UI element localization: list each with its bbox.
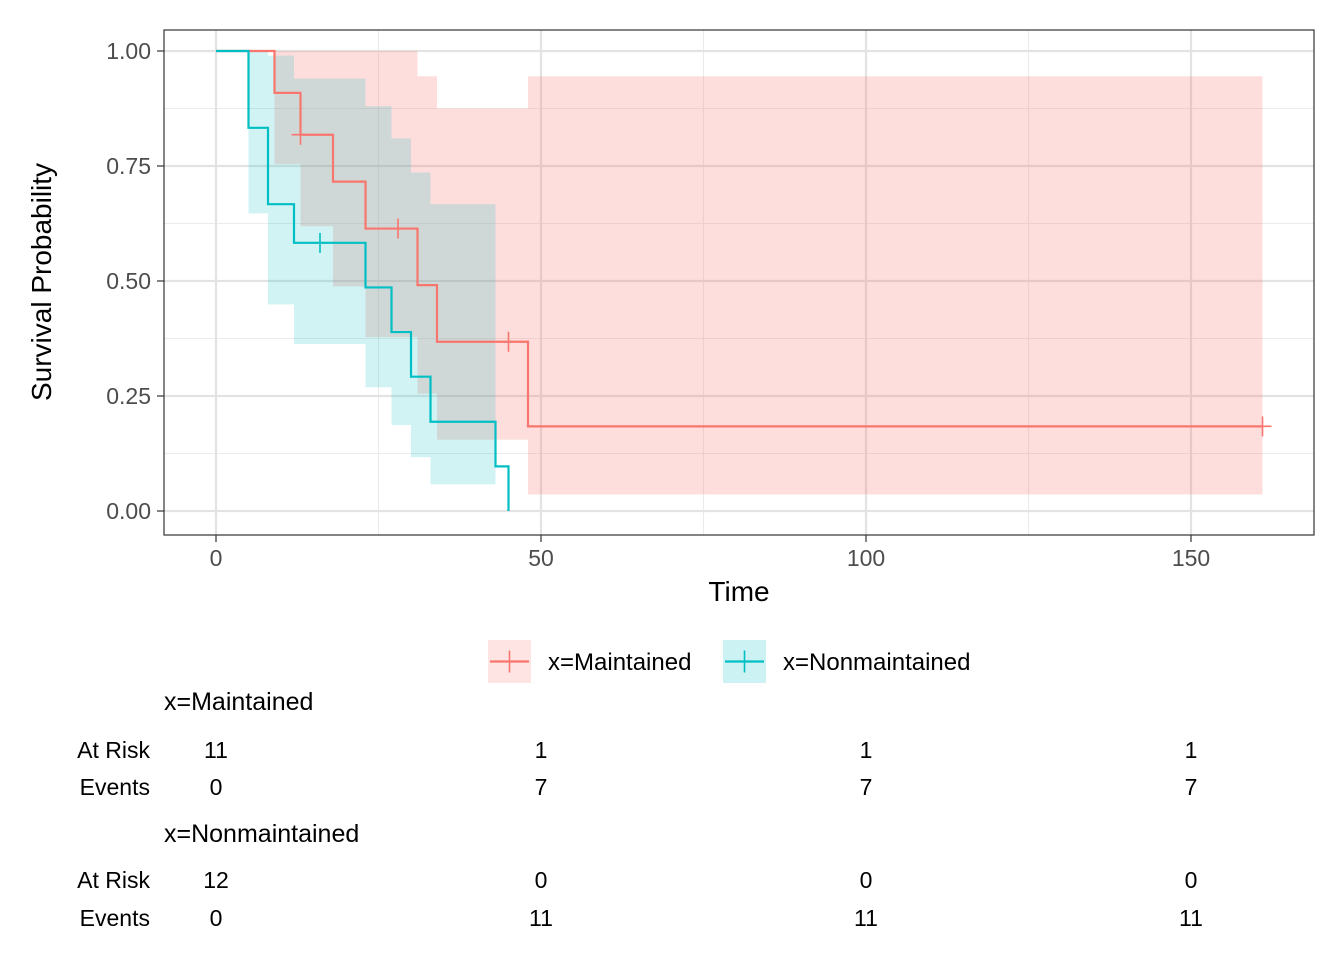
ci-band xyxy=(365,106,392,388)
legend-label: x=Maintained xyxy=(548,649,691,676)
risk-events-value: 7 xyxy=(860,774,873,800)
y-tick-label: 0.00 xyxy=(106,498,151,524)
ci-band xyxy=(274,51,301,165)
x-tick-label: 50 xyxy=(528,545,554,571)
risk-at-risk-value: 1 xyxy=(535,737,548,763)
ci-band xyxy=(294,78,366,345)
risk-at-risk-value: 1 xyxy=(1185,737,1198,763)
x-tick-label: 100 xyxy=(847,545,885,571)
axes: 0 50 100 150 0.00 0.25 0.50 0.75 1.00 xyxy=(106,38,1210,571)
risk-row-label-at-risk: At Risk xyxy=(77,867,150,893)
risk-table: x=Maintained At Risk Events 11 0 1 7 1 7 1 7 x=Nonm… xyxy=(77,688,1203,931)
risk-at-risk-value: 0 xyxy=(1185,867,1198,893)
confidence-bands xyxy=(248,51,1263,495)
ci-band xyxy=(248,51,268,214)
ci-band xyxy=(437,108,528,440)
y-tick-label: 0.50 xyxy=(106,268,151,294)
ci-band xyxy=(417,76,437,394)
risk-events-value: 11 xyxy=(854,905,878,931)
risk-events-value: 7 xyxy=(1185,774,1198,800)
risk-group-label: x=Maintained xyxy=(164,688,313,716)
risk-events-value: 11 xyxy=(529,905,553,931)
risk-events-value: 0 xyxy=(210,774,223,800)
legend-item: x=Maintained xyxy=(488,640,691,683)
censor-mark xyxy=(1253,416,1272,437)
risk-row-label-events: Events xyxy=(80,905,150,931)
ci-band xyxy=(430,204,496,485)
legend-label: x=Nonmaintained xyxy=(783,649,970,676)
y-axis-title: Survival Probability xyxy=(26,163,57,401)
x-axis-title: Time xyxy=(708,576,769,607)
survival-curves xyxy=(216,49,1263,511)
y-tick-label: 0.75 xyxy=(106,153,151,179)
ci-band xyxy=(300,51,333,227)
censor-mark xyxy=(499,331,518,352)
risk-events-value: 11 xyxy=(1179,905,1203,931)
censor-mark xyxy=(291,124,310,145)
censor-marks xyxy=(291,124,1272,437)
censor-mark xyxy=(389,218,407,239)
risk-at-risk-value: 0 xyxy=(860,867,873,893)
ci-band xyxy=(411,172,431,458)
y-tick-label: 0.25 xyxy=(106,383,151,409)
minor-gridlines xyxy=(164,30,1314,535)
ci-band xyxy=(268,55,294,305)
risk-at-risk-value: 11 xyxy=(204,737,228,763)
survival-curve xyxy=(216,49,1263,428)
risk-events-value: 7 xyxy=(535,774,548,800)
risk-row-label-at-risk: At Risk xyxy=(77,737,150,763)
risk-at-risk-value: 0 xyxy=(535,867,548,893)
risk-at-risk-value: 1 xyxy=(860,737,873,763)
risk-events-value: 0 xyxy=(210,905,223,931)
ci-band xyxy=(333,51,366,287)
risk-row-label-events: Events xyxy=(80,774,150,800)
ci-band xyxy=(528,76,1263,495)
risk-at-risk-value: 12 xyxy=(203,867,229,893)
legend-item: x=Nonmaintained xyxy=(723,640,970,683)
x-tick-label: 150 xyxy=(1172,545,1210,571)
ci-band xyxy=(391,138,411,425)
risk-group-label: x=Nonmaintained xyxy=(164,820,359,848)
plot-panel-border xyxy=(163,29,1315,536)
y-tick-label: 1.00 xyxy=(106,38,151,64)
major-gridlines xyxy=(164,30,1314,535)
survival-curve xyxy=(216,49,510,511)
legend: x=Maintained x=Nonmaintained xyxy=(488,640,970,683)
x-tick-label: 0 xyxy=(210,545,223,571)
censor-mark xyxy=(311,232,329,253)
